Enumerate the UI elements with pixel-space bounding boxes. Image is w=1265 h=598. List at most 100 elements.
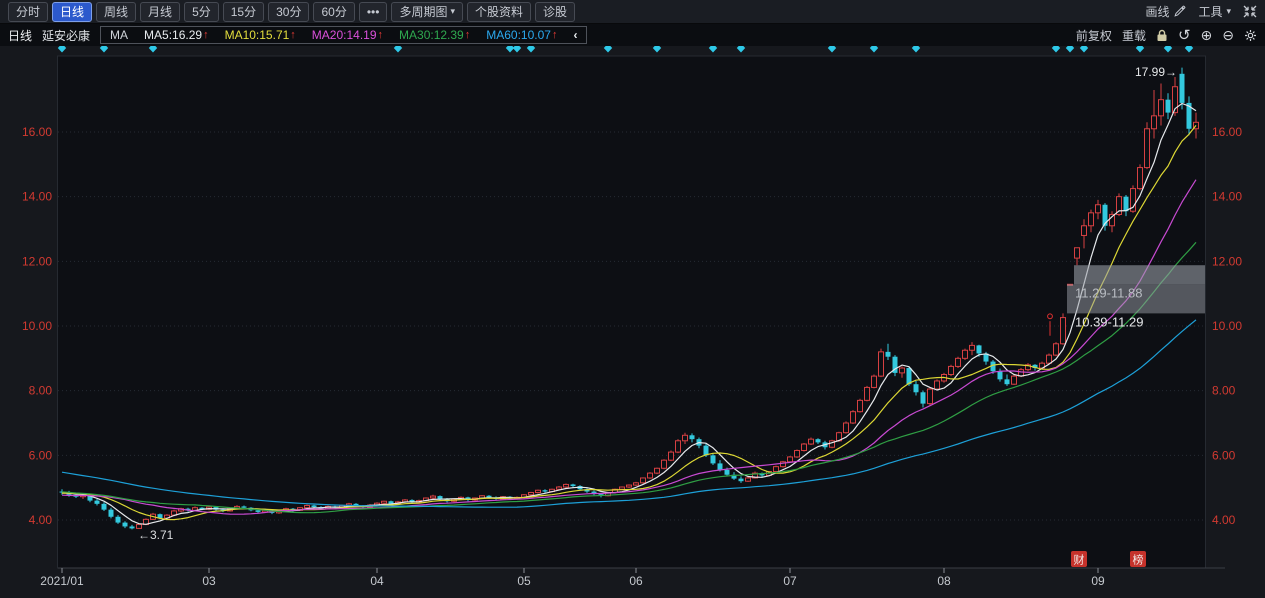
stock-name[interactable]: 延安必康 [42, 28, 91, 43]
event-diamond[interactable] [1065, 43, 1075, 53]
period-button-label: 个股资料 [474, 5, 523, 19]
collapse-view-button[interactable] [1243, 5, 1257, 18]
gap-zones: 10.39-11.29 11.29-11.88 [1067, 265, 1205, 329]
ma-value-label: MA30:12.39 [399, 28, 464, 42]
period-button-6[interactable]: 30分 [268, 1, 310, 22]
reload-button[interactable]: 重载 [1121, 28, 1146, 43]
tools-button[interactable]: 工具 ▾ [1198, 3, 1231, 20]
grid-and-axis-labels: 4.00 4.00 6.00 6.00 8.00 8.00 10.00 10.00 12.00 1… [22, 125, 1242, 527]
svg-text:←3.71: ←3.71 [138, 528, 174, 542]
chevron-down-icon: ▾ [450, 6, 455, 16]
period-button-9[interactable]: 多周期图 ▾ [391, 1, 463, 22]
gap-band [1067, 284, 1205, 314]
event-diamond-markers[interactable] [57, 43, 1194, 53]
badge-box[interactable] [1130, 551, 1146, 567]
plot-area[interactable] [58, 56, 1205, 568]
forward-adjust-button[interactable]: 前复权 [1075, 28, 1112, 43]
event-diamond[interactable] [526, 43, 536, 53]
ma-value-label: MA60:10.07 [486, 28, 551, 42]
period-button-label: 日线 [60, 5, 85, 19]
tools-label: 工具 [1198, 5, 1223, 19]
event-diamond[interactable] [1184, 43, 1194, 53]
event-diamond[interactable] [1135, 43, 1145, 53]
x-axis-label: 2021/01 [40, 574, 84, 588]
collapse-ma-arrow[interactable]: ‹ [573, 28, 578, 42]
period-button-4[interactable]: 5分 [184, 1, 219, 22]
y-axis-label-left: 4.00 [29, 513, 53, 527]
up-arrow-icon: ↑ [377, 29, 384, 41]
y-axis-label-left: 6.00 [29, 448, 53, 462]
svg-text:17.99→: 17.99→ [1135, 65, 1177, 79]
collapse-arrows-icon [1243, 5, 1257, 18]
period-button-5[interactable]: 15分 [222, 1, 265, 22]
ma-prefix-label: MA [110, 28, 129, 42]
period-button-10[interactable]: 个股资料 [466, 1, 531, 22]
ma-legend-item-1: MA10:15.71 ↑ [225, 28, 296, 42]
event-diamond[interactable] [736, 43, 746, 53]
event-diamond[interactable] [1163, 43, 1173, 53]
draw-line-button[interactable]: 画线 [1145, 3, 1186, 20]
event-diamond[interactable] [603, 43, 613, 53]
x-axis-label: 04 [370, 574, 384, 588]
period-button-3[interactable]: 月线 [140, 1, 181, 22]
period-button-label: ••• [366, 4, 380, 19]
x-axis-label: 06 [629, 574, 643, 588]
event-diamond[interactable] [99, 43, 109, 53]
period-button-label: 多周期图 [399, 5, 448, 19]
badge-label: 榜 [1133, 553, 1144, 567]
ma-legend-bar: 日线 延安必康 MA MA5:16.29 ↑ MA10:15.71 ↑ MA20:14.… [0, 24, 1265, 46]
gap-band [1074, 265, 1205, 285]
ma-value-label: MA20:14.19 [311, 28, 377, 42]
x-axis-label: 05 [517, 574, 531, 588]
event-diamond[interactable] [393, 43, 403, 53]
up-arrow-icon: ↑ [203, 29, 209, 41]
y-axis-label-right: 12.00 [1212, 254, 1242, 268]
event-diamond[interactable] [57, 43, 67, 53]
lock-button[interactable] [1156, 29, 1168, 42]
period-button-7[interactable]: 60分 [313, 1, 355, 22]
event-diamond[interactable] [911, 43, 921, 53]
event-diamond[interactable] [869, 43, 879, 53]
ma-items: MA5:16.29 ↑ MA10:15.71 ↑ MA20:14.19 ↑ MA30:12.… [144, 28, 557, 42]
y-axis-label-left: 16.00 [22, 125, 52, 139]
buy-point-marker [1047, 313, 1053, 336]
ma-legend-item-2: MA20:14.19 ↑ [312, 28, 383, 42]
x-axis: 2021/01 03 04 05 06 07 08 09 [40, 567, 1225, 588]
event-diamond[interactable] [1079, 43, 1089, 53]
y-axis-label-left: 14.00 [22, 190, 52, 204]
zoom-in-button[interactable]: ⊕ [1200, 27, 1213, 43]
ma-line-MA60 [61, 319, 1197, 508]
settings-button[interactable] [1244, 29, 1257, 42]
event-diamond[interactable] [827, 43, 837, 53]
event-diamond[interactable] [708, 43, 718, 53]
ma-lines [61, 102, 1197, 525]
period-button-0[interactable]: 分时 [8, 1, 49, 22]
badge-box[interactable] [1071, 551, 1087, 567]
event-diamond[interactable] [148, 43, 158, 53]
x-axis-label: 03 [202, 574, 216, 588]
period-button-label: 月线 [148, 5, 173, 19]
top-toolbar: 分时 日线 周线 月线 5分 15分 30分 60分 ••• 多周期图 ▾ 个股资料 诊股 画线 工具 … [0, 0, 1265, 24]
y-axis-label-right: 16.00 [1212, 125, 1242, 139]
period-button-11[interactable]: 诊股 [535, 1, 576, 22]
badge-label: 财 [1074, 553, 1085, 567]
period-button-8[interactable]: ••• [358, 1, 388, 22]
candlestick-chart[interactable]: 4.00 4.00 6.00 6.00 8.00 8.00 10.00 10.00 12.00 1… [0, 43, 1265, 593]
y-axis-label-right: 4.00 [1212, 513, 1236, 527]
bottom-badges[interactable]: 财榜 [1071, 551, 1146, 567]
period-button-label: 60分 [321, 5, 347, 19]
y-axis-label-left: 10.00 [22, 319, 52, 333]
undo-button[interactable]: ↺ [1177, 26, 1191, 44]
draw-line-label: 画线 [1145, 5, 1170, 19]
ma-legend-item-0: MA5:16.29 ↑ [144, 28, 209, 42]
period-button-2[interactable]: 周线 [96, 1, 137, 22]
period-button-1[interactable]: 日线 [52, 1, 93, 22]
event-diamond[interactable] [512, 43, 522, 53]
event-diamond[interactable] [652, 43, 662, 53]
zoom-out-button[interactable]: ⊖ [1222, 27, 1234, 43]
chart-region: 4.00 4.00 6.00 6.00 8.00 8.00 10.00 10.00 12.00 1… [0, 43, 1265, 593]
y-axis-label-right: 14.00 [1212, 190, 1242, 204]
event-diamond[interactable] [505, 43, 515, 53]
event-diamond[interactable] [1051, 43, 1061, 53]
